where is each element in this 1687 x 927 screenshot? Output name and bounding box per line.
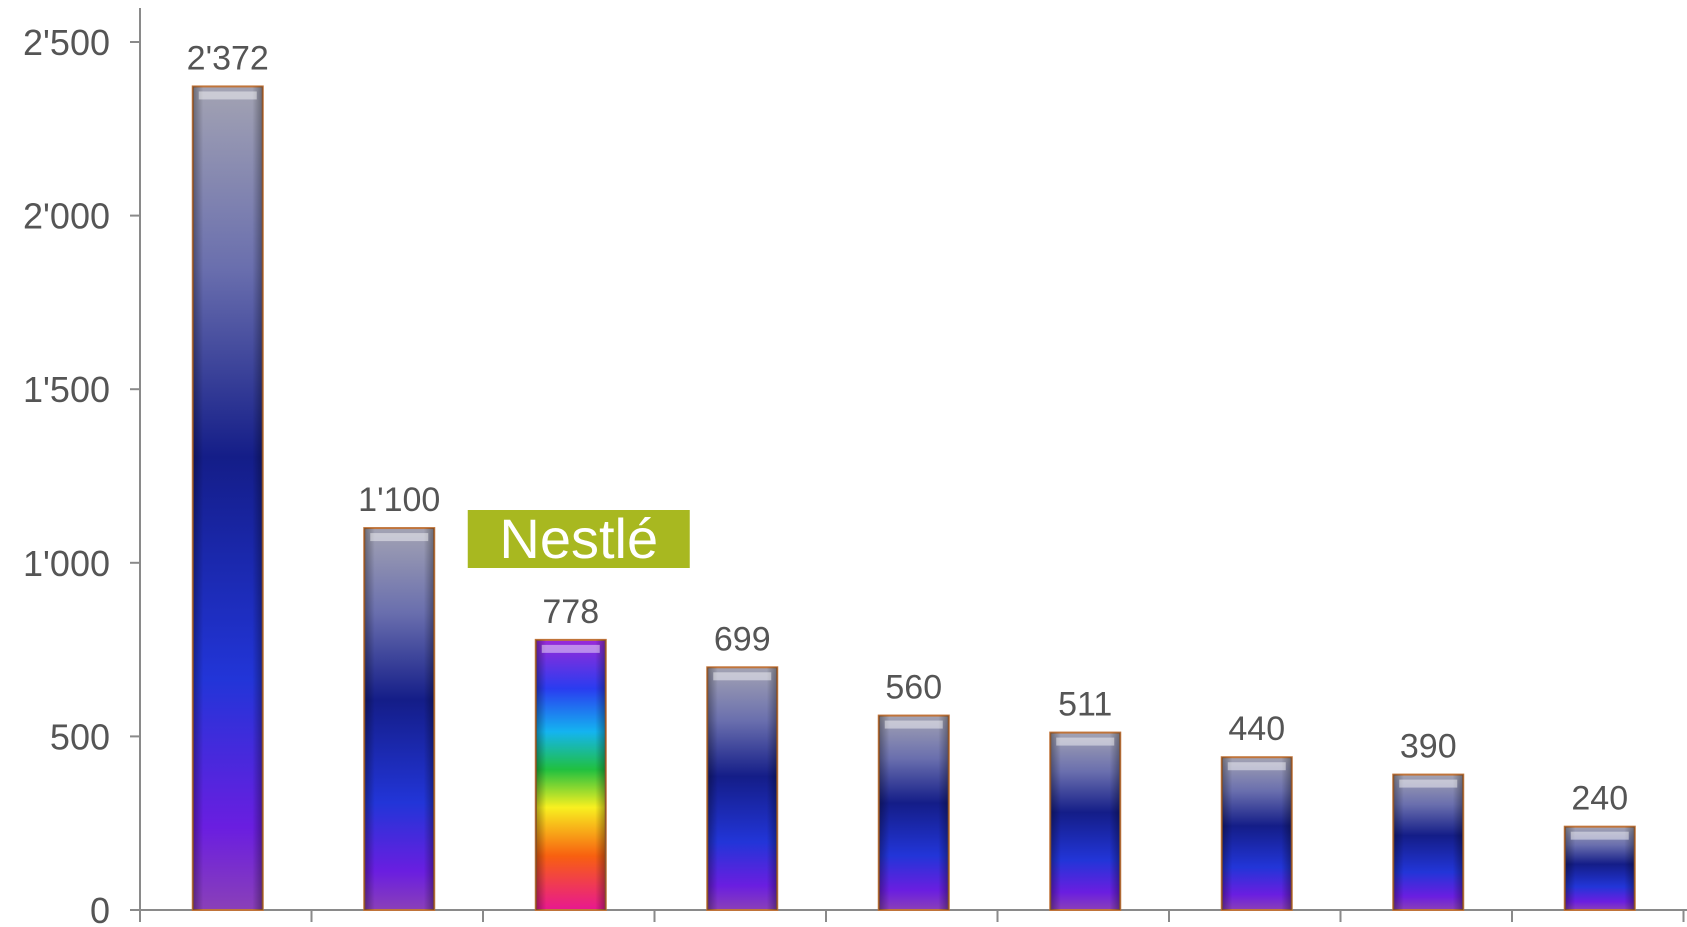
y-tick-label: 0 bbox=[90, 890, 110, 927]
bar-highlight bbox=[1399, 779, 1458, 788]
bar bbox=[1220, 756, 1293, 911]
data-labels: 2'372 1'100 778 699 560 511 440 390 240 bbox=[187, 39, 1628, 817]
bar bbox=[191, 85, 264, 912]
bar-highlight bbox=[884, 720, 943, 729]
bar-highlight bbox=[541, 644, 600, 653]
data-label: 2'372 bbox=[187, 39, 269, 77]
bar-shade bbox=[1050, 732, 1121, 910]
highlight-badge-bg bbox=[467, 510, 690, 568]
bar-highlight bbox=[1570, 831, 1629, 840]
data-label: 560 bbox=[885, 669, 942, 707]
bar-shade bbox=[1393, 774, 1464, 910]
x-axis bbox=[139, 909, 1687, 922]
bars bbox=[191, 85, 1636, 912]
data-label: 778 bbox=[542, 593, 599, 631]
bar bbox=[1563, 825, 1636, 911]
data-label: 390 bbox=[1400, 728, 1457, 766]
data-label: 699 bbox=[714, 620, 771, 658]
data-label: 511 bbox=[1058, 686, 1112, 724]
y-axis: 0 500 1'000 1'500 2'000 2'500 bbox=[23, 8, 141, 927]
bar bbox=[877, 714, 950, 911]
data-label: 1'100 bbox=[358, 481, 440, 519]
bar bbox=[706, 666, 779, 911]
highlight-badge-label: Nestlé bbox=[499, 507, 658, 570]
y-tick-label: 500 bbox=[50, 716, 110, 757]
y-tick-label: 2'500 bbox=[23, 22, 110, 63]
bar-highlight bbox=[198, 91, 257, 100]
bar bbox=[1392, 773, 1465, 911]
y-tick-label: 2'000 bbox=[23, 196, 110, 237]
bar-shade bbox=[535, 639, 606, 910]
bar-shade bbox=[1221, 757, 1292, 910]
bar-highlight bbox=[1056, 737, 1115, 746]
bar-shade bbox=[364, 528, 435, 910]
bar-highlight bbox=[713, 672, 772, 681]
bar-highlight bbox=[370, 533, 429, 542]
bar bbox=[363, 527, 436, 912]
data-label: 440 bbox=[1228, 710, 1285, 748]
bar-highlight bbox=[1227, 762, 1286, 771]
y-tick-label: 1'000 bbox=[23, 543, 110, 584]
y-tick-label: 1'500 bbox=[23, 369, 110, 410]
highlight-badge: Nestlé bbox=[467, 507, 690, 570]
bar-shade bbox=[707, 667, 778, 910]
bar-shade bbox=[878, 715, 949, 910]
bar-shade bbox=[192, 86, 263, 911]
bar bbox=[1049, 731, 1122, 912]
bar-shade bbox=[1564, 826, 1635, 910]
data-label: 240 bbox=[1571, 780, 1628, 818]
bar bbox=[534, 638, 607, 912]
